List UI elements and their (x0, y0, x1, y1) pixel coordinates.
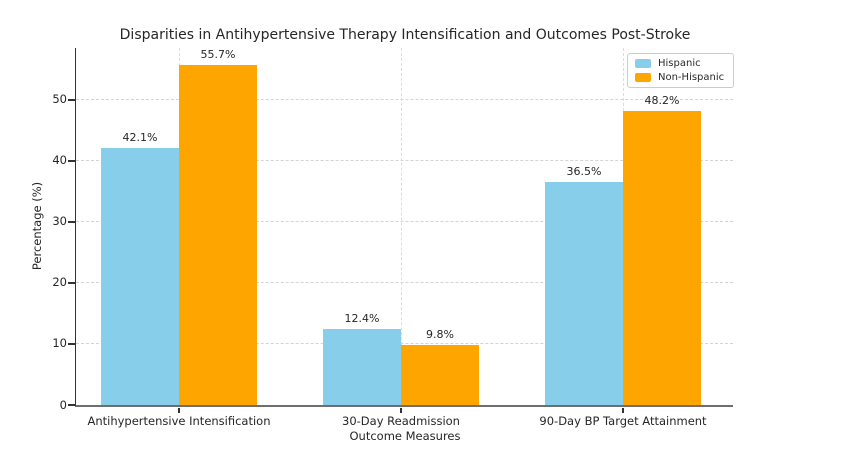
y-gridline (76, 160, 733, 162)
x-tick-mark (178, 407, 180, 413)
y-tick-label: 40 (52, 153, 67, 168)
y-tick-label: 30 (52, 214, 67, 229)
y-tick-label: 50 (52, 92, 67, 107)
bar-hispanic-1 (323, 329, 401, 405)
y-tick-mark (68, 221, 75, 223)
legend-swatch-0 (635, 59, 651, 68)
legend: Hispanic Non-Hispanic (627, 53, 735, 88)
bar-hispanic-0 (101, 148, 179, 405)
legend-label-1: Non-Hispanic (658, 72, 725, 83)
x-tick-label-2: 90-Day BP Target Attainment (539, 414, 707, 428)
legend-swatch-1 (635, 73, 651, 82)
bar-non-hispanic-1 (401, 345, 479, 405)
bar-value-label-non-hispanic-1: 9.8% (426, 328, 454, 342)
y-gridline (76, 221, 733, 223)
y-tick-label: 20 (52, 275, 67, 290)
bar-value-label-hispanic-0: 42.1% (122, 131, 158, 145)
legend-item-1: Non-Hispanic (635, 72, 724, 83)
bar-value-label-non-hispanic-0: 55.7% (200, 48, 236, 62)
y-tick-label: 0 (59, 397, 67, 412)
y-tick-mark (68, 160, 75, 162)
bar-non-hispanic-2 (623, 110, 701, 405)
bar-hispanic-2 (545, 182, 623, 405)
y-tick-mark (68, 282, 75, 284)
x-tick-mark (622, 407, 624, 413)
x-axis-label: Outcome Measures (349, 429, 461, 443)
bar-value-label-non-hispanic-2: 48.2% (644, 93, 680, 107)
legend-label-0: Hispanic (658, 58, 701, 69)
y-tick-mark (68, 99, 75, 101)
x-gridline (400, 48, 402, 405)
bar-value-label-hispanic-1: 12.4% (344, 312, 380, 326)
bar-non-hispanic-0 (179, 65, 257, 405)
x-tick-label-1: 30-Day Readmission (342, 414, 460, 428)
y-gridline (76, 99, 733, 101)
y-gridline (76, 282, 733, 284)
plot-area: 0 10 20 30 40 50 Antihypertensive Intensificat… (52, 48, 733, 428)
x-tick-mark (400, 407, 402, 413)
bar-value-label-hispanic-2: 36.5% (566, 165, 602, 179)
y-tick-label: 10 (52, 336, 67, 351)
x-tick-label-0: Antihypertensive Intensification (87, 414, 271, 428)
y-tick-mark (68, 343, 75, 345)
chart-title: Disparities in Antihypertensive Therapy … (119, 27, 691, 43)
legend-item-0: Hispanic (635, 58, 724, 69)
y-tick-mark (68, 404, 75, 406)
y-gridline (76, 343, 733, 345)
